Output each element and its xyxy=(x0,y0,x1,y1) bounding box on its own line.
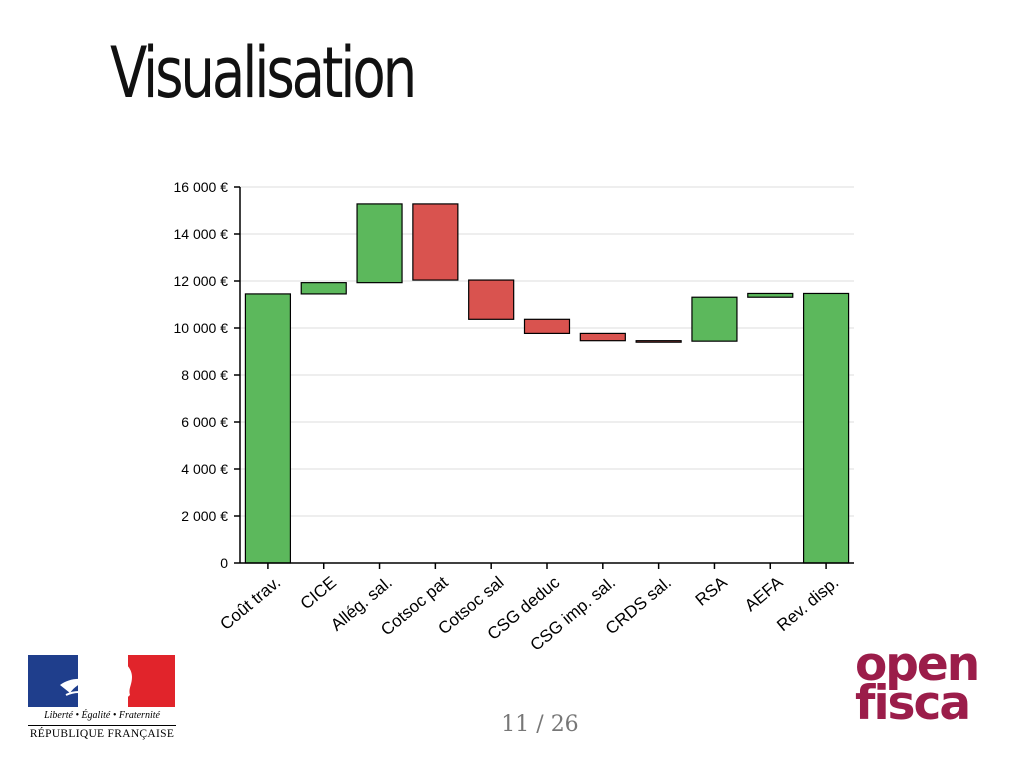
y-tick-label: 16 000 € xyxy=(174,179,229,195)
y-tick-label: 14 000 € xyxy=(174,226,229,242)
grid-lines xyxy=(240,186,854,517)
openfisca-logo: open fisca xyxy=(855,637,985,731)
republic-motto: Liberté • Égalité • Fraternité xyxy=(44,710,160,721)
bar xyxy=(300,282,347,295)
y-tick-label: 8 000 € xyxy=(181,367,228,383)
bar xyxy=(802,292,850,564)
openfisca-logo-line2: fisca xyxy=(855,675,971,731)
y-tick-labels: 0 2 000 € 4 000 € 6 000 € 8 000 € 10 000 € 12 … xyxy=(174,179,229,571)
bar xyxy=(356,203,403,284)
y-tick-label: 0 xyxy=(220,555,228,571)
republic-name: RÉPUBLIQUE FRANÇAISE xyxy=(29,728,175,740)
bar xyxy=(579,332,626,342)
bar xyxy=(635,340,682,343)
bar xyxy=(691,296,738,342)
y-tick-label: 4 000 € xyxy=(181,461,228,477)
bars xyxy=(244,203,850,564)
axes xyxy=(234,186,854,569)
marianne-logo xyxy=(28,655,175,707)
bar xyxy=(468,279,515,320)
y-tick-label: 6 000 € xyxy=(181,414,228,430)
bar xyxy=(523,318,571,335)
bar xyxy=(244,293,292,564)
motto-divider xyxy=(28,725,176,726)
x-tick-label: Rev. disp. xyxy=(773,573,842,635)
slide-title: Visualisation xyxy=(110,32,417,114)
y-tick-label: 10 000 € xyxy=(174,320,229,336)
y-tick-label: 12 000 € xyxy=(174,273,229,289)
openfisca-logo-line1: open xyxy=(855,637,980,692)
x-tick-label: CICE xyxy=(297,573,340,614)
x-tick-label: RSA xyxy=(692,572,731,609)
bar xyxy=(747,292,794,298)
x-tick-label: Coût trav. xyxy=(216,573,284,634)
bar xyxy=(412,203,459,281)
y-tick-label: 2 000 € xyxy=(181,508,228,524)
page-number: 11 / 26 xyxy=(501,712,579,737)
x-tick-label: AEFA xyxy=(741,572,787,615)
